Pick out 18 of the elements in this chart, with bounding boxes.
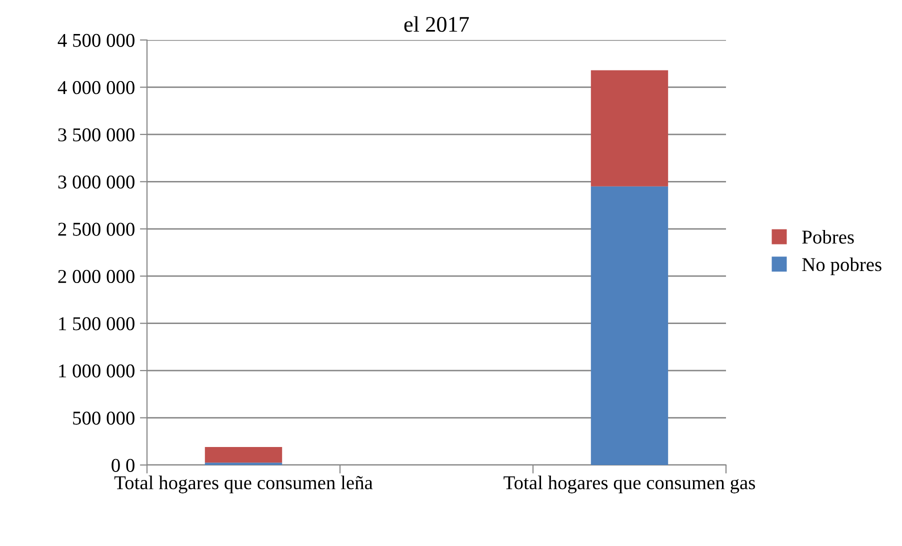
x-tick-label: Total hogares que consumen gas	[504, 476, 756, 494]
y-tick-label: 1 000 000	[59, 364, 134, 378]
y-tick-label: 2 500 000	[58, 222, 134, 236]
bar	[590, 70, 668, 186]
y-tick-label: 1 500 000	[59, 317, 134, 330]
bar	[204, 447, 282, 463]
chart-title: el 2017	[404, 16, 469, 32]
y-tick-label: 4 000 000	[58, 81, 134, 94]
y-tick-label: 4 500 000	[58, 34, 134, 47]
bar	[590, 186, 668, 465]
legend-label: No pobres	[802, 257, 882, 276]
x-tick-label: Total hogares que consumen leña	[114, 476, 373, 494]
y-tick-label: 3 500 000	[58, 128, 134, 142]
y-tick-label: 3 000 000	[58, 175, 134, 189]
y-tick-label: 2 000 000	[58, 270, 134, 284]
y-tick-label: 500 000	[73, 412, 134, 425]
legend-label: Pobres	[802, 230, 854, 244]
y-tick-label: 0 0	[112, 458, 134, 472]
